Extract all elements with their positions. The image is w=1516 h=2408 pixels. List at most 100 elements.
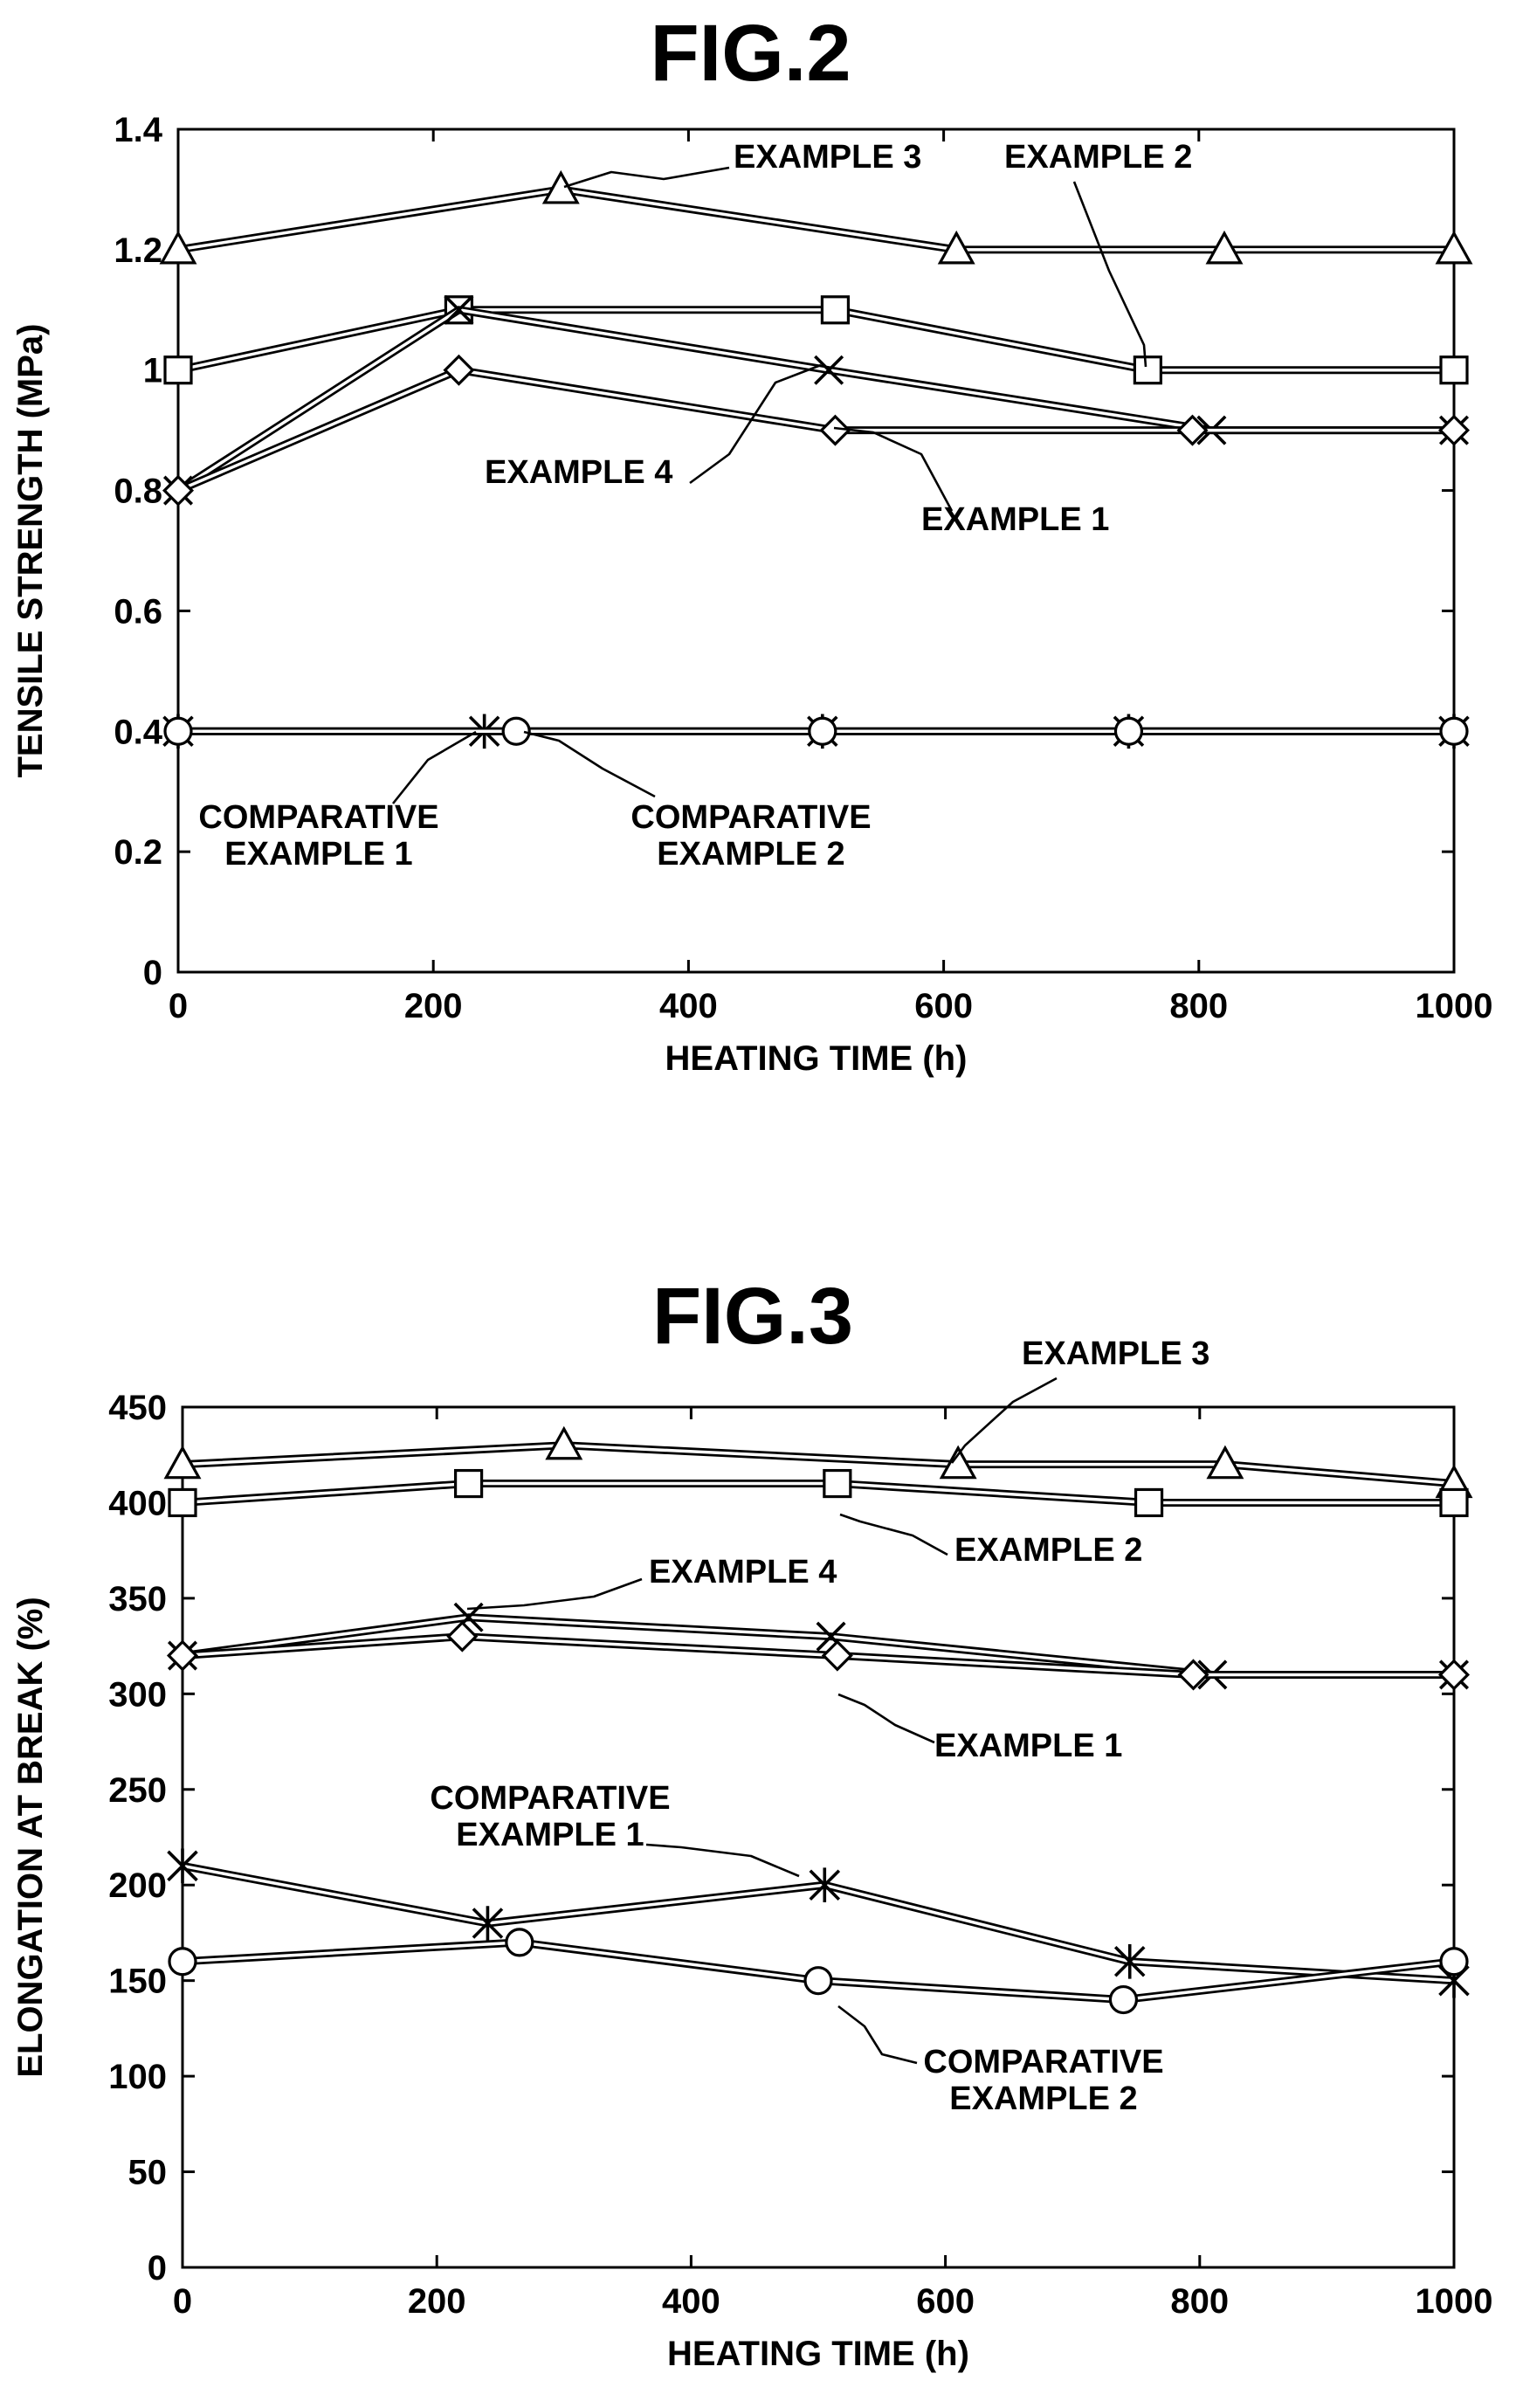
fig3-xtick-label: 800 <box>1170 2282 1229 2321</box>
fig2-series-comparative-example-2 <box>165 718 1467 744</box>
fig3-callout-label: EXAMPLE 2 <box>949 2080 1137 2117</box>
fig3-callout-leader <box>838 2006 917 2063</box>
fig2-point-square <box>1441 357 1467 383</box>
fig2-xtick-label: 600 <box>914 987 973 1025</box>
fig3-ytick-label: 250 <box>108 1771 167 1810</box>
fig3-callout-label: EXAMPLE 3 <box>1022 1335 1209 1372</box>
fig2-callout-leader <box>393 732 476 804</box>
fig3-callout-label: EXAMPLE 1 <box>934 1728 1122 1764</box>
fig3-series-line-outer <box>183 1445 1454 1484</box>
fig3-callout-label: EXAMPLE 4 <box>649 1554 837 1590</box>
fig3-point-square <box>1136 1489 1162 1515</box>
fig2-callout-label: COMPARATIVE <box>631 799 871 836</box>
fig3-ytick-label: 100 <box>108 2058 167 2096</box>
fig3-ytick-label: 300 <box>108 1675 167 1714</box>
fig3-chart: FIG.3 0 50 100 150 200 250 300 350 400 450 0 200 400 6… <box>11 1272 1492 2373</box>
fig2-y-axis-title: TENSILE STRENGTH (MPa) <box>11 323 50 777</box>
fig3-callout-label: COMPARATIVE <box>430 1780 670 1817</box>
fig2-ytick-label: 0 <box>143 954 162 992</box>
fig2-ytick-label: 0.8 <box>114 473 162 511</box>
fig2-ytick-label: 1 <box>143 352 162 390</box>
fig2-xtick-label: 1000 <box>1416 987 1493 1025</box>
fig3-callout-leader <box>467 1579 642 1609</box>
fig3-point-diamond <box>823 1642 851 1670</box>
fig3-callout-leader <box>838 1694 934 1742</box>
fig3-point-circle <box>1110 1987 1136 2013</box>
fig2-callout-leader <box>564 168 729 187</box>
fig2-series-example-1 <box>164 356 1468 504</box>
fig2-point-circle <box>165 718 191 744</box>
fig3-series-line-inner <box>183 1637 1454 1675</box>
fig2-callout-label: COMPARATIVE <box>198 799 438 836</box>
fig3-point-diamond <box>449 1623 477 1651</box>
fig3-plot-frame <box>183 1407 1454 2267</box>
fig3-series-example-2 <box>169 1471 1467 1516</box>
fig3-point-circle <box>169 1949 196 1975</box>
fig2-point-diamond <box>445 356 472 384</box>
fig3-callout-comparative-example-2: COMPARATIVEEXAMPLE 2 <box>838 2006 1164 2117</box>
fig3-callout-example-3: EXAMPLE 3 <box>952 1335 1209 1463</box>
fig2-ytick-label: 1.4 <box>114 111 162 149</box>
fig3-point-circle <box>506 1929 533 1956</box>
fig2-ytick-label: 0.4 <box>114 713 162 751</box>
fig3-callout-label: EXAMPLE 2 <box>954 1532 1142 1569</box>
fig3-callout-comparative-example-1: COMPARATIVEEXAMPLE 1 <box>430 1780 799 1876</box>
fig2-xtick-label: 0 <box>169 987 188 1025</box>
fig2-callout-comparative-example-2: COMPARATIVEEXAMPLE 2 <box>524 732 872 873</box>
fig3-ytick-label: 0 <box>148 2249 167 2287</box>
fig3-callout-label: EXAMPLE 1 <box>456 1817 644 1853</box>
fig3-point-square <box>169 1489 196 1515</box>
fig2-point-circle <box>810 718 836 744</box>
fig2-chart: FIG.200.20.40.60.811.21.4020040060080010… <box>11 9 1492 1078</box>
fig2-callout-comparative-example-1: COMPARATIVEEXAMPLE 1 <box>198 732 476 873</box>
fig2-x-axis-title: HEATING TIME (h) <box>665 1039 968 1078</box>
fig2-title: FIG.2 <box>650 9 851 98</box>
fig3-ytick-label: 450 <box>108 1389 167 1427</box>
fig3-xtick-label: 200 <box>408 2282 466 2321</box>
fig3-xtick-label: 600 <box>916 2282 975 2321</box>
fig2-series-line-inner <box>178 310 1454 370</box>
fig3-ytick-label: 200 <box>108 1866 167 1905</box>
fig2-series-example-3 <box>162 173 1471 263</box>
fig2-callout-label: EXAMPLE 4 <box>485 454 672 491</box>
fig2-ytick-label: 0.2 <box>114 833 162 872</box>
fig2-callout-label: EXAMPLE 1 <box>224 836 412 873</box>
fig2-xtick-label: 400 <box>659 987 718 1025</box>
fig2-callout-leader <box>834 428 952 511</box>
fig2-series-line-outer <box>178 310 1454 491</box>
fig2-point-square <box>1134 357 1161 383</box>
fig2-callout-example-3: EXAMPLE 3 <box>564 139 921 187</box>
fig2-ytick-label: 0.6 <box>114 592 162 631</box>
fig2-point-circle <box>1115 718 1141 744</box>
fig2-callout-label: EXAMPLE 1 <box>921 501 1109 538</box>
fig3-title: FIG.3 <box>652 1272 853 1361</box>
fig3-point-circle <box>1441 1949 1467 1975</box>
fig3-point-square <box>456 1471 482 1497</box>
fig2-point-square <box>822 297 848 323</box>
fig2-ytick-label: 1.2 <box>114 231 162 270</box>
fig3-y-axis-title: ELONGATION AT BREAK (%) <box>11 1597 50 2077</box>
fig2-callout-label: EXAMPLE 2 <box>657 836 844 873</box>
fig3-xtick-label: 0 <box>173 2282 192 2321</box>
fig3-ytick-label: 350 <box>108 1580 167 1618</box>
fig3-series-line-outer <box>183 1484 1454 1503</box>
fig3-xtick-label: 400 <box>662 2282 720 2321</box>
fig2-series-line-inner <box>178 310 1454 491</box>
fig3-ytick-label: 50 <box>128 2154 168 2192</box>
fig2-point-square <box>165 357 191 383</box>
fig3-callout-leader <box>952 1378 1057 1463</box>
fig2-callout-label: EXAMPLE 3 <box>734 139 921 176</box>
fig3-series-line-outer <box>183 1866 1454 1980</box>
fig3-ytick-label: 150 <box>108 1963 167 2001</box>
fig2-callout-leader <box>1074 182 1146 367</box>
fig3-xtick-label: 1000 <box>1416 2282 1493 2321</box>
fig2-callout-leader <box>524 732 655 797</box>
fig3-ytick-label: 400 <box>108 1484 167 1522</box>
fig3-callout-label: COMPARATIVE <box>923 2044 1163 2080</box>
fig2-series-line-outer <box>178 310 1454 370</box>
fig3-callout-leader <box>840 1514 948 1555</box>
fig2-xtick-label: 200 <box>404 987 463 1025</box>
fig2-series-line-inner <box>178 190 1454 250</box>
fig2-callout-label: EXAMPLE 2 <box>1004 139 1192 176</box>
